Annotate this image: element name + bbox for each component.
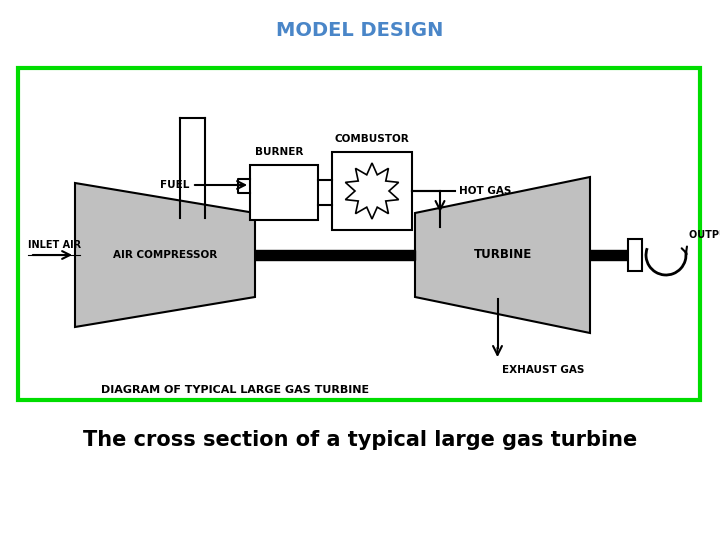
Text: INLET AIR: INLET AIR [28, 240, 81, 250]
Bar [250, 165, 318, 220]
Text: BURNER: BURNER [255, 147, 303, 157]
Bar [332, 152, 412, 230]
Text: DIAGRAM OF TYPICAL LARGE GAS TURBINE: DIAGRAM OF TYPICAL LARGE GAS TURBINE [101, 385, 369, 395]
Polygon shape [75, 183, 255, 327]
Text: EXHAUST GAS: EXHAUST GAS [502, 365, 584, 375]
Text: FUEL: FUEL [160, 180, 189, 190]
Polygon shape [346, 163, 399, 219]
Text: The cross section of a typical large gas turbine: The cross section of a typical large gas… [83, 430, 637, 450]
Text: MODEL DESIGN: MODEL DESIGN [276, 21, 444, 39]
Bar [18, 68, 700, 400]
Bar [590, 250, 628, 260]
Text: OUTPUT SHAFT: OUTPUT SHAFT [689, 230, 720, 240]
Bar [628, 239, 642, 271]
Text: TURBINE: TURBINE [473, 248, 531, 261]
Text: HOT GAS: HOT GAS [459, 186, 511, 196]
Bar [255, 250, 415, 260]
Text: AIR COMPRESSOR: AIR COMPRESSOR [113, 250, 217, 260]
Polygon shape [415, 177, 590, 333]
Text: COMBUSTOR: COMBUSTOR [335, 134, 410, 144]
